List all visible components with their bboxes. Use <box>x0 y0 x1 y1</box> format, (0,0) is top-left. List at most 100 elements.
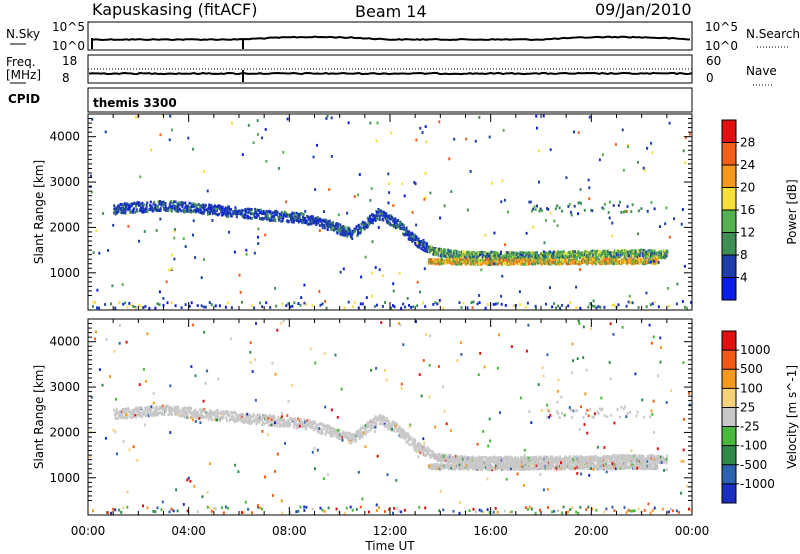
radar-echo <box>445 457 448 460</box>
radar-echo <box>663 249 666 253</box>
radar-echo <box>316 218 319 222</box>
radar-echo <box>178 207 181 211</box>
radar-echo <box>259 416 262 420</box>
radar-echo <box>387 220 390 223</box>
radar-echo <box>307 223 310 226</box>
radar-echo <box>335 428 338 432</box>
radar-echo <box>588 115 591 119</box>
radar-echo <box>490 181 493 185</box>
radar-echo <box>316 428 319 431</box>
radar-echo <box>359 302 362 306</box>
radar-echo <box>238 273 241 277</box>
radar-echo <box>391 420 394 423</box>
radar-echo <box>486 263 489 267</box>
radar-echo <box>555 250 558 254</box>
radar-echo <box>424 125 427 128</box>
radar-echo <box>590 250 593 253</box>
radar-echo <box>612 204 615 207</box>
radar-echo <box>492 303 495 306</box>
radar-echo <box>598 258 601 261</box>
radar-echo <box>170 407 173 410</box>
radar-echo <box>540 260 543 264</box>
radar-echo <box>651 249 654 253</box>
radar-echo <box>504 243 507 246</box>
radar-echo <box>611 304 614 307</box>
radar-echo <box>660 250 662 253</box>
radar-echo <box>580 201 582 205</box>
radar-echo <box>187 409 190 413</box>
radar-echo <box>339 232 342 236</box>
radar-echo <box>244 216 247 220</box>
radar-echo <box>238 209 241 213</box>
radar-echo <box>404 305 407 309</box>
radar-echo <box>417 447 420 451</box>
radar-echo <box>251 304 254 308</box>
radar-echo <box>330 155 333 158</box>
radar-echo <box>122 302 125 306</box>
radar-echo <box>438 454 441 458</box>
radar-echo <box>421 449 424 452</box>
radar-echo <box>527 261 530 264</box>
radar-echo <box>653 207 656 211</box>
radar-echo <box>518 290 521 293</box>
radar-echo <box>307 418 310 422</box>
radar-echo <box>157 200 160 204</box>
radar-echo <box>577 201 580 205</box>
radar-echo <box>297 425 300 429</box>
radar-echo <box>482 251 485 255</box>
radar-echo <box>283 210 286 214</box>
radar-echo <box>141 210 144 214</box>
radar-echo <box>565 260 568 264</box>
radar-echo <box>440 454 443 458</box>
radar-echo <box>515 259 518 263</box>
radar-echo <box>182 208 185 211</box>
radar-echo <box>311 426 314 430</box>
radar-echo <box>651 260 654 263</box>
radar-echo <box>321 429 323 433</box>
radar-echo <box>384 301 386 304</box>
radar-echo <box>213 410 216 414</box>
radar-echo <box>354 437 357 441</box>
radar-echo <box>164 405 167 408</box>
radar-echo <box>280 415 283 419</box>
radar-echo <box>453 255 456 259</box>
radar-echo <box>171 128 173 132</box>
radar-echo <box>371 421 374 425</box>
radar-echo <box>307 217 310 221</box>
radar-echo <box>375 214 378 217</box>
radar-echo <box>118 410 121 413</box>
radar-echo <box>484 306 487 310</box>
radar-echo <box>569 251 572 255</box>
radar-echo <box>629 301 632 304</box>
radar-echo <box>126 414 129 418</box>
radar-echo <box>259 301 262 305</box>
radar-echo <box>215 212 218 216</box>
radar-echo <box>349 440 352 444</box>
radar-echo <box>306 419 309 422</box>
radar-echo <box>521 251 524 254</box>
radar-echo <box>346 431 349 435</box>
radar-echo <box>640 207 643 210</box>
radar-echo <box>135 416 137 419</box>
radar-echo <box>419 447 422 450</box>
radar-echo <box>526 301 529 305</box>
radar-echo <box>267 420 270 424</box>
radar-echo <box>398 425 401 429</box>
radar-echo <box>121 211 124 215</box>
radar-echo <box>430 453 433 457</box>
radar-echo <box>333 428 336 432</box>
freq-series <box>88 71 693 76</box>
radar-echo <box>314 188 317 191</box>
radar-echo <box>292 417 295 421</box>
radar-echo <box>204 410 207 413</box>
radar-echo <box>444 453 447 457</box>
radar-echo <box>452 259 455 263</box>
radar-echo <box>326 424 329 427</box>
radar-echo <box>496 256 499 260</box>
radar-echo <box>583 208 586 212</box>
radar-echo <box>594 262 597 266</box>
radar-echo <box>366 225 369 229</box>
radar-echo <box>142 203 145 207</box>
radar-echo <box>242 416 245 420</box>
radar-echo <box>298 214 301 218</box>
